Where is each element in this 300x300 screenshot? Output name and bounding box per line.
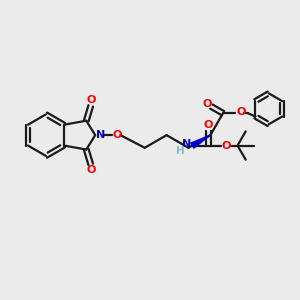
Text: O: O: [222, 140, 231, 151]
Text: O: O: [86, 165, 95, 176]
Text: O: O: [204, 120, 213, 130]
Text: O: O: [112, 130, 122, 140]
Text: O: O: [236, 107, 245, 117]
Text: H: H: [176, 146, 185, 156]
Polygon shape: [191, 135, 210, 148]
Text: O: O: [86, 95, 95, 105]
Text: N: N: [182, 139, 192, 149]
Text: N: N: [96, 130, 105, 140]
Text: O: O: [202, 99, 212, 109]
